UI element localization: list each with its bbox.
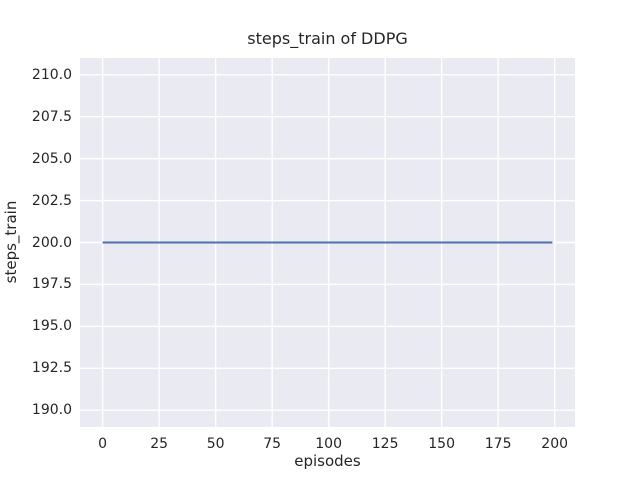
x-tick-label: 50 bbox=[206, 436, 225, 452]
x-tick-label: 200 bbox=[541, 436, 569, 452]
x-tick-label: 150 bbox=[428, 436, 455, 452]
x-tick-label: 25 bbox=[150, 436, 169, 452]
y-tick-label: 207.5 bbox=[31, 108, 72, 125]
y-tick-label: 190.0 bbox=[31, 402, 72, 419]
x-tick-label: 75 bbox=[263, 436, 282, 452]
y-tick-label: 205.0 bbox=[31, 150, 72, 167]
plot-area bbox=[80, 58, 575, 427]
y-tick-label: 197.5 bbox=[31, 276, 72, 293]
x-tick-label: 0 bbox=[98, 436, 108, 452]
x-axis-label: episodes bbox=[294, 452, 361, 470]
chart-title: steps_train of DDPG bbox=[247, 29, 408, 48]
plot-canvas bbox=[80, 58, 575, 427]
x-tick-label: 125 bbox=[371, 436, 399, 452]
x-tick-label: 100 bbox=[315, 436, 342, 452]
y-tick-label: 202.5 bbox=[31, 192, 72, 209]
y-tick-label: 210.0 bbox=[31, 66, 72, 83]
y-tick-label: 195.0 bbox=[31, 318, 72, 335]
x-tick-label: 175 bbox=[484, 436, 512, 452]
y-tick-label: 200.0 bbox=[31, 234, 72, 251]
y-tick-label: 192.5 bbox=[31, 360, 72, 377]
